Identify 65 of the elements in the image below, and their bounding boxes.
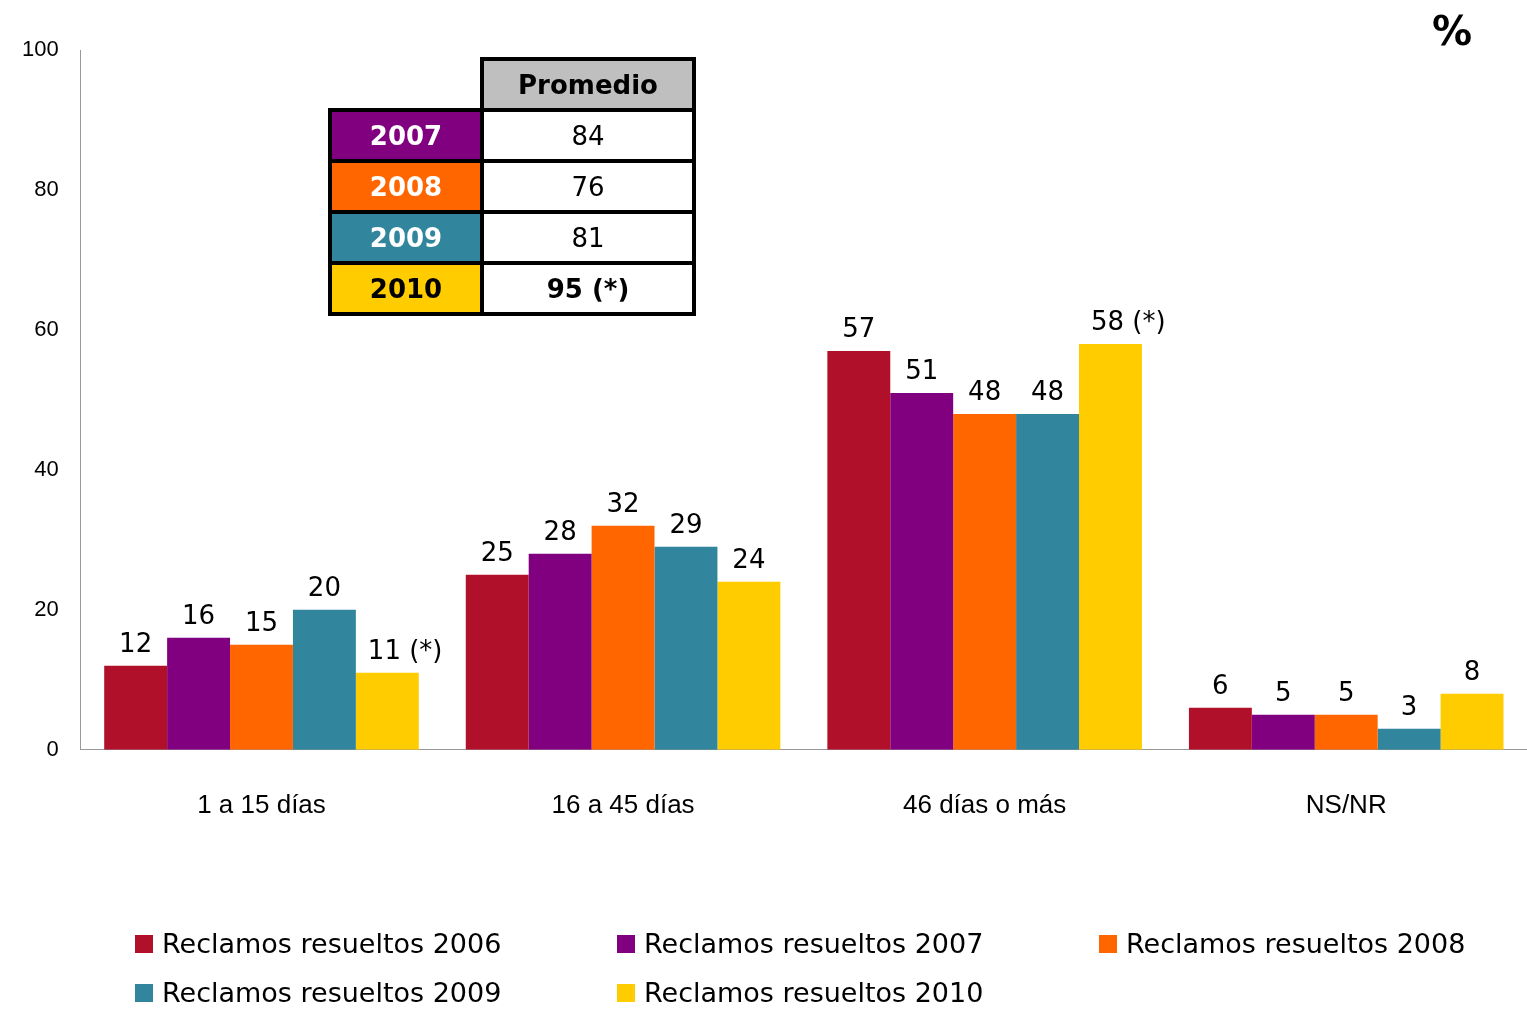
bar (1377, 728, 1441, 750)
data-label: 25 (480, 536, 514, 567)
data-label: 6 (1212, 669, 1229, 700)
y-tick-label: 0 (46, 735, 59, 761)
data-label: 29 (669, 508, 703, 539)
data-label: 20 (307, 571, 341, 602)
legend-label: Reclamos resueltos 2008 (1126, 928, 1466, 959)
bar (104, 665, 168, 750)
data-label: 5 (1275, 676, 1292, 707)
data-label: 5 (1337, 676, 1355, 707)
x-tick-label: 16 a 45 días (551, 788, 695, 819)
bar (1016, 413, 1080, 750)
y-tick-label: 80 (34, 176, 59, 202)
bar (1188, 707, 1252, 750)
data-label: 16 (182, 599, 216, 630)
bar (465, 574, 529, 750)
bar (827, 350, 891, 750)
bar (717, 581, 781, 750)
x-tick-label: NS/NR (1305, 788, 1387, 819)
data-label: 15 (244, 606, 279, 637)
bar (953, 413, 1017, 750)
y-tick-label: 40 (34, 455, 59, 481)
data-label: 8 (1463, 655, 1481, 686)
bar (591, 525, 655, 750)
annotation: 2010 (330, 263, 482, 314)
bar (292, 609, 356, 750)
bar (167, 637, 231, 750)
bar (1440, 693, 1504, 750)
annotation: 2009 (330, 212, 482, 263)
data-label: 58 (*) (1091, 305, 1166, 336)
data-label: 24 (732, 543, 766, 574)
bar (528, 553, 592, 750)
annotation: 2008 (330, 161, 482, 212)
data-label: 51 (905, 354, 939, 385)
data-label: 48 (968, 375, 1002, 406)
bar (1079, 343, 1142, 750)
bar (230, 644, 293, 750)
data-label: 12 (119, 627, 153, 658)
y-tick-label: 100 (21, 36, 59, 62)
y-tick-label: 60 (34, 315, 59, 341)
bar (1251, 714, 1315, 750)
bar (355, 672, 419, 750)
data-label: 32 (606, 487, 640, 518)
x-tick-label: 1 a 15 días (197, 788, 326, 819)
annotation: 2007 (330, 110, 482, 161)
bar (1314, 714, 1378, 750)
annotation: 81 (482, 212, 694, 263)
data-label: 28 (543, 515, 577, 546)
y-axis-title: % (1431, 8, 1472, 54)
bar (654, 546, 718, 750)
data-label: 57 (842, 312, 876, 343)
legend-label: Reclamos resueltos 2006 (162, 928, 502, 959)
annotation: 95 (*) (482, 263, 694, 314)
legend-label: Reclamos resueltos 2010 (644, 977, 984, 1008)
annotation: 84 (482, 110, 694, 161)
legend-label: Reclamos resueltos 2009 (162, 977, 502, 1008)
annotation: 76 (482, 161, 694, 212)
data-label: 11 (*) (367, 634, 443, 665)
legend-label: Reclamos resueltos 2007 (644, 928, 984, 959)
bar (890, 392, 954, 750)
y-tick-label: 20 (34, 595, 59, 621)
x-tick-label: 46 días o más (902, 788, 1067, 819)
data-label: 3 (1400, 690, 1418, 721)
data-label: 48 (1031, 375, 1065, 406)
annotation: Promedio (482, 59, 694, 110)
